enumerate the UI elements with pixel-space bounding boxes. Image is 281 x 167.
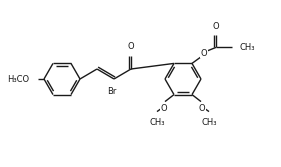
Text: O: O — [161, 104, 167, 113]
Text: O: O — [213, 22, 219, 31]
Text: Br: Br — [107, 87, 117, 96]
Text: CH₃: CH₃ — [240, 43, 255, 52]
Text: CH₃: CH₃ — [201, 118, 217, 127]
Text: O: O — [128, 42, 134, 51]
Text: O: O — [201, 49, 207, 58]
Text: CH₃: CH₃ — [149, 118, 165, 127]
Text: O: O — [199, 104, 205, 113]
Text: H₃CO: H₃CO — [7, 74, 29, 84]
